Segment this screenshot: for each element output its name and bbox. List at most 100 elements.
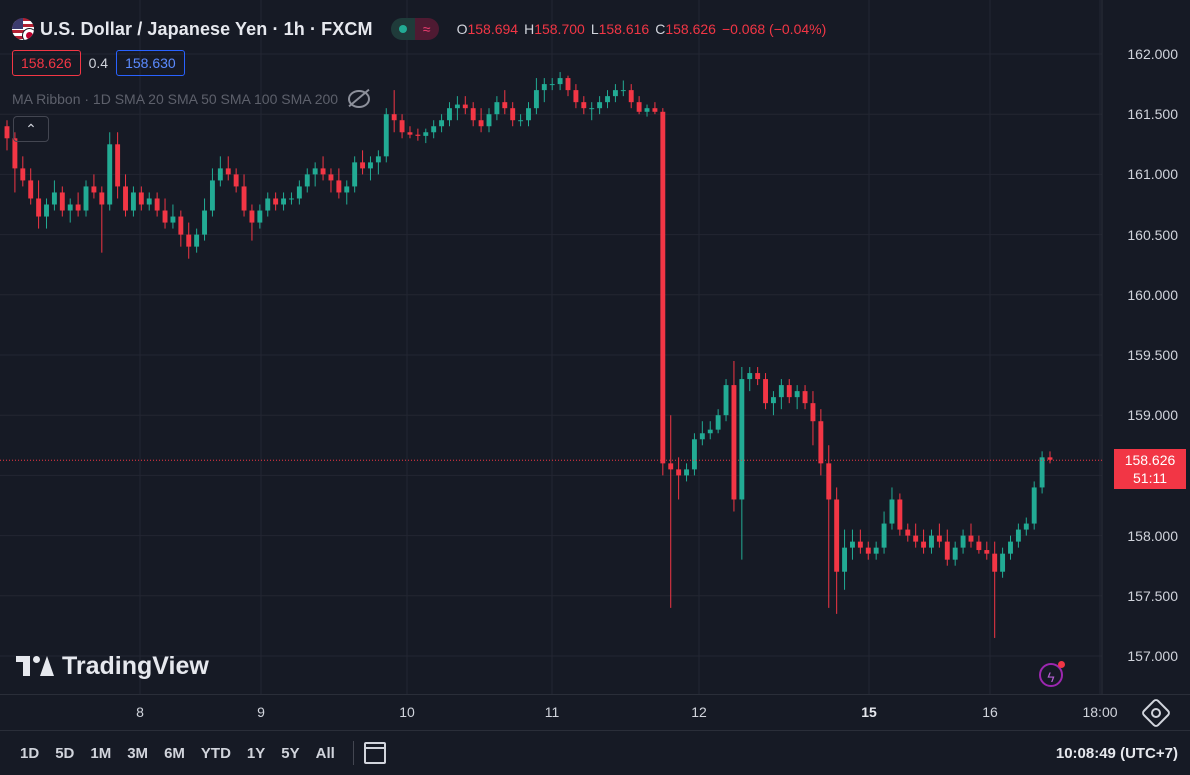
hidden-eye-icon[interactable] <box>348 90 371 108</box>
candle-body <box>91 186 97 193</box>
candle-body <box>612 90 618 97</box>
candle-body <box>557 78 563 85</box>
logo-text: TradingView <box>62 652 209 680</box>
timezone-clock[interactable]: 10:08:49 (UTC+7) <box>1055 744 1178 762</box>
range-button-all[interactable]: All <box>315 744 335 762</box>
price-tick-label: 160.500 <box>1127 226 1178 243</box>
candle-body <box>1031 487 1037 524</box>
candle-body <box>44 204 49 217</box>
ohlc-open: O158.694 <box>456 21 519 37</box>
candle-body <box>541 84 547 91</box>
candle-body <box>257 210 263 223</box>
candle-body <box>952 547 958 560</box>
ohlc-values: O158.694 H158.700 L158.616 C158.626 −0.0… <box>457 21 827 37</box>
collapse-legend-button[interactable]: ⌃ <box>13 116 49 142</box>
quote-boxes: 158.626 0.4 158.630 <box>12 50 185 76</box>
candle-body <box>826 463 832 500</box>
candle-body <box>786 385 792 398</box>
candle-body <box>415 134 421 136</box>
time-tick-label: 12 <box>691 704 707 720</box>
candle-body <box>115 144 121 187</box>
candle-body <box>225 168 231 175</box>
candle-body <box>368 162 373 169</box>
time-tick-label: 16 <box>982 704 998 720</box>
candle-body <box>976 541 982 551</box>
range-button-ytd[interactable]: YTD <box>200 744 231 762</box>
alert-lightning-icon[interactable]: ϟ <box>1039 661 1065 687</box>
range-button-1y[interactable]: 1Y <box>246 744 266 762</box>
candle-body <box>936 535 942 542</box>
candle-body <box>968 535 974 542</box>
candle-body <box>850 541 855 548</box>
candle-body <box>668 463 674 470</box>
time-axis[interactable]: 8 9 10 11 12 15 16 18:00 <box>0 694 1190 729</box>
settings-gear-icon[interactable] <box>1140 697 1172 729</box>
candle-body <box>360 162 366 169</box>
candle-body <box>929 535 934 548</box>
candle-body <box>834 499 840 572</box>
range-button-6m[interactable]: 6M <box>164 744 185 762</box>
candle-body <box>707 429 713 434</box>
range-button-1d[interactable]: 1D <box>20 744 40 762</box>
candle-body <box>107 144 113 205</box>
range-button-5y[interactable]: 5Y <box>281 744 300 762</box>
last-price-label: 158.626 51:11 <box>1114 449 1186 489</box>
candle-body <box>209 180 215 211</box>
sell-price-button[interactable]: 158.626 <box>12 50 81 76</box>
candle-body <box>573 90 579 103</box>
candle-body <box>138 192 144 205</box>
candle-body <box>123 186 128 211</box>
ohlc-change: −0.068 (−0.04%) <box>721 21 827 37</box>
candle-body <box>565 78 571 91</box>
candle-body <box>620 90 626 92</box>
tradingview-logo[interactable]: TradingView <box>16 652 209 681</box>
candle-body <box>605 96 610 103</box>
candle-body <box>75 204 81 211</box>
symbol-title[interactable]: U.S. Dollar / Japanese Yen · 1h · FXCM <box>40 18 373 39</box>
candle-body <box>383 114 389 157</box>
candle-body <box>510 108 516 121</box>
indicator-legend[interactable]: MA Ribbon · 1D SMA 20 SMA 50 SMA 100 SMA… <box>12 90 371 108</box>
last-price-value: 158.626 <box>1124 452 1176 468</box>
go-to-date-icon[interactable] <box>363 742 386 764</box>
range-button-3m[interactable]: 3M <box>127 744 149 762</box>
market-status-pill[interactable]: ≈ <box>390 18 439 40</box>
candle-body <box>518 120 524 122</box>
range-button-1m[interactable]: 1M <box>90 744 112 762</box>
candle-body <box>636 102 642 112</box>
candle-body <box>597 102 603 109</box>
candle-body <box>289 198 294 200</box>
candle-body <box>336 180 342 193</box>
candle-body <box>162 210 168 223</box>
candle-body <box>921 541 927 548</box>
candle-body <box>865 547 871 554</box>
time-tick-label: 18:00 <box>1082 704 1118 720</box>
price-chart[interactable] <box>0 0 1190 694</box>
price-tick-label: 157.000 <box>1127 648 1178 664</box>
candle-body <box>423 132 429 136</box>
candle-body <box>533 90 539 109</box>
candle-body <box>770 397 776 404</box>
range-button-5d[interactable]: 5D <box>55 744 75 762</box>
candle-body <box>763 379 768 404</box>
candle-body <box>984 550 990 554</box>
candle-body <box>186 234 192 247</box>
ohlc-high: H158.700 <box>524 21 585 37</box>
candle-body <box>810 403 816 422</box>
candle-body <box>913 535 919 542</box>
candle-body <box>265 198 271 211</box>
candle-body <box>439 120 445 127</box>
candle-body <box>731 385 737 500</box>
candle-body <box>699 433 705 440</box>
candle-body <box>581 102 587 109</box>
candle-body <box>67 204 73 211</box>
candle-body <box>312 168 318 175</box>
candle-body <box>486 114 492 127</box>
bar-countdown: 51:11 <box>1133 470 1167 486</box>
ohlc-low: L158.616 <box>590 21 650 37</box>
buy-price-button[interactable]: 158.630 <box>116 50 185 76</box>
price-axis[interactable]: 157.000157.500158.000158.500159.000159.5… <box>1098 0 1178 694</box>
candle-body <box>447 108 452 121</box>
chart-grid <box>0 0 1103 694</box>
candle-body <box>154 198 160 211</box>
